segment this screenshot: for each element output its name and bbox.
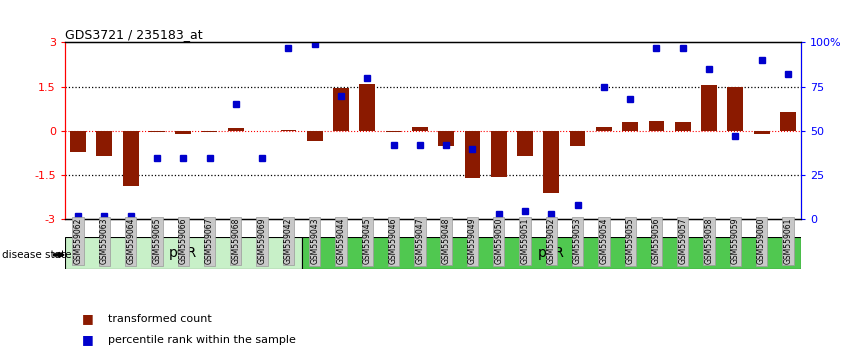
Text: GSM559060: GSM559060 [757, 218, 766, 264]
Bar [96, 131, 113, 156]
Bar [623, 122, 638, 131]
Text: GSM559051: GSM559051 [520, 218, 529, 264]
Text: GSM559069: GSM559069 [257, 218, 267, 264]
Text: GDS3721 / 235183_at: GDS3721 / 235183_at [65, 28, 203, 41]
Bar [301, 237, 801, 269]
Text: GSM559046: GSM559046 [389, 218, 398, 264]
Bar [65, 237, 301, 269]
Text: ■: ■ [82, 312, 94, 325]
Bar [175, 131, 191, 134]
Text: GSM559066: GSM559066 [178, 218, 188, 264]
Text: GSM559044: GSM559044 [337, 218, 346, 264]
Bar [149, 131, 165, 132]
Text: transformed count: transformed count [108, 314, 212, 324]
Text: GSM559050: GSM559050 [494, 218, 503, 264]
Bar [307, 131, 322, 141]
Bar [202, 131, 217, 132]
Bar [753, 131, 770, 134]
Text: GSM559057: GSM559057 [678, 218, 688, 264]
Bar [570, 131, 585, 146]
Text: GSM559058: GSM559058 [705, 218, 714, 264]
Bar [281, 130, 296, 131]
Bar [464, 131, 481, 178]
Text: GSM559054: GSM559054 [599, 218, 609, 264]
Text: GSM559061: GSM559061 [784, 218, 792, 264]
Bar [727, 87, 743, 131]
Text: GSM559042: GSM559042 [284, 218, 293, 264]
Bar [70, 131, 86, 152]
Text: GSM559062: GSM559062 [74, 218, 82, 264]
Text: GSM559068: GSM559068 [231, 218, 241, 264]
Bar [333, 88, 349, 131]
Text: GSM559052: GSM559052 [546, 218, 556, 264]
Bar [517, 131, 533, 156]
Text: GSM559065: GSM559065 [152, 218, 161, 264]
Text: GSM559048: GSM559048 [442, 218, 450, 264]
Bar [780, 112, 796, 131]
Text: GSM559045: GSM559045 [363, 218, 372, 264]
Text: GSM559047: GSM559047 [416, 218, 424, 264]
Bar [544, 131, 559, 193]
Text: GSM559067: GSM559067 [205, 218, 214, 264]
Text: pPR: pPR [538, 246, 565, 260]
Text: GSM559059: GSM559059 [731, 218, 740, 264]
Text: ■: ■ [82, 333, 94, 346]
Bar [438, 131, 454, 146]
Bar [491, 131, 507, 177]
Bar [385, 131, 402, 132]
Bar [701, 85, 717, 131]
Text: GSM559055: GSM559055 [625, 218, 635, 264]
Bar [123, 131, 139, 185]
Bar [675, 122, 691, 131]
Text: GSM559043: GSM559043 [310, 218, 320, 264]
Text: percentile rank within the sample: percentile rank within the sample [108, 335, 296, 345]
Bar [412, 127, 428, 131]
Text: GSM559049: GSM559049 [468, 218, 477, 264]
Text: GSM559063: GSM559063 [100, 218, 109, 264]
Text: pCR: pCR [169, 246, 197, 260]
Bar [359, 84, 375, 131]
Bar [649, 121, 664, 131]
Text: GSM559064: GSM559064 [126, 218, 135, 264]
Bar [596, 127, 611, 131]
Text: GSM559056: GSM559056 [652, 218, 661, 264]
Bar [228, 128, 243, 131]
Text: disease state: disease state [2, 250, 71, 260]
Text: GSM559053: GSM559053 [573, 218, 582, 264]
